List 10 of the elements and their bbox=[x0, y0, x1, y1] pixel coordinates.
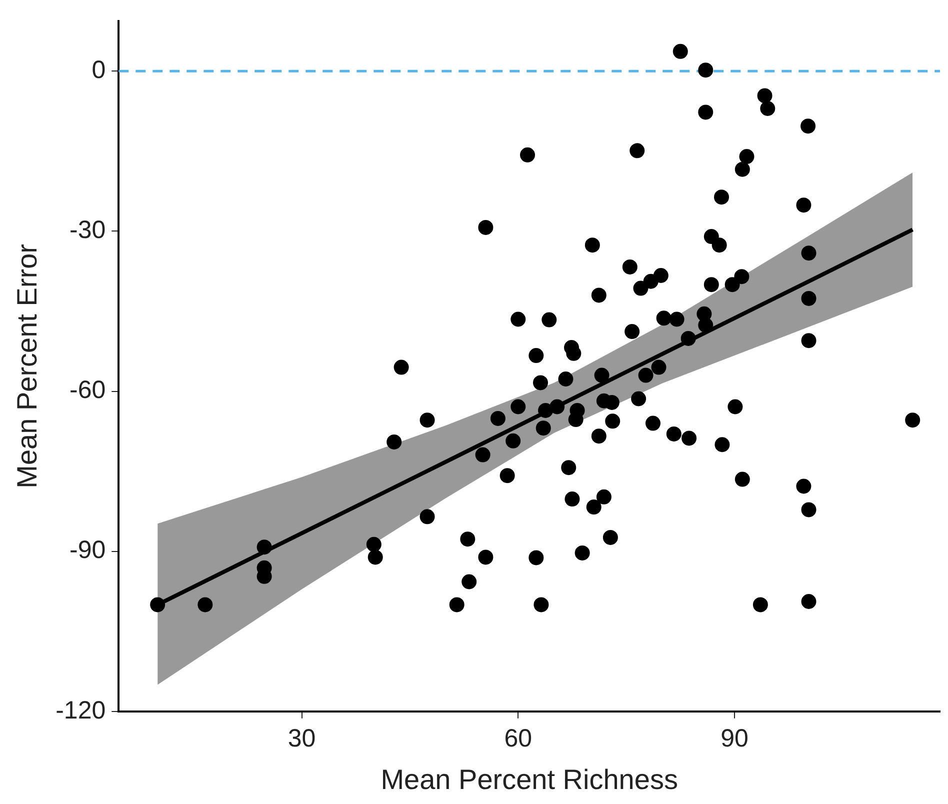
x-tick-label: 30 bbox=[288, 724, 316, 752]
x-tick-label: 60 bbox=[504, 724, 532, 752]
y-tick-label: -90 bbox=[69, 536, 106, 564]
y-axis-title: Mean Percent Error bbox=[12, 244, 43, 488]
y-tick-label: -60 bbox=[69, 376, 106, 404]
y-tick-label: -120 bbox=[56, 696, 106, 724]
x-axis-title: Mean Percent Richness bbox=[380, 764, 678, 795]
x-tick-label: 90 bbox=[720, 724, 748, 752]
y-tick-label: -30 bbox=[69, 216, 106, 244]
y-tick-label: 0 bbox=[92, 56, 106, 84]
